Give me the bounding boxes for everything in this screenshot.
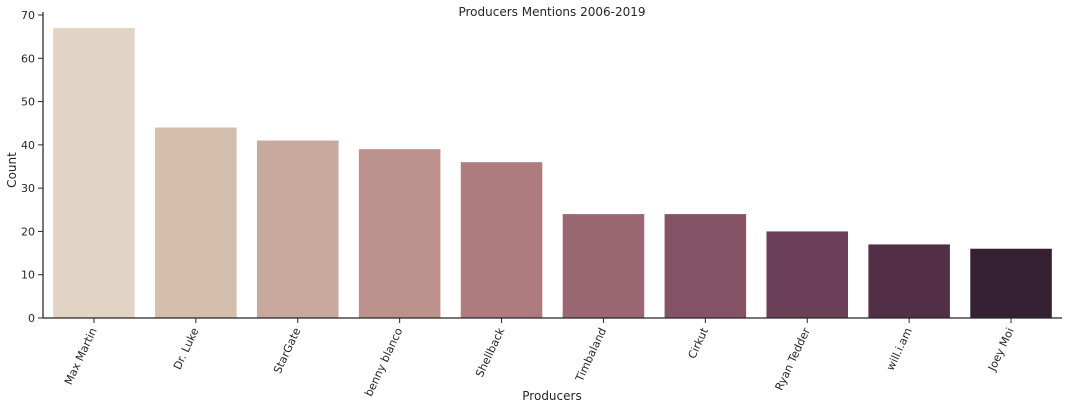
y-tick-label: 30	[21, 182, 35, 195]
y-tick-label: 20	[21, 225, 35, 238]
x-tick-label: StarGate	[271, 326, 304, 376]
x-tick-label: Joey Moi	[985, 326, 1017, 374]
x-axis: Max Martin Dr. Luke StarGate benny blanco Sh…	[43, 317, 1062, 399]
y-tick-label: 0	[28, 312, 35, 325]
x-tick-label: Max Martin	[62, 326, 100, 387]
x-tick-label: Cirkut	[686, 325, 712, 361]
x-tick-label: Timbaland	[573, 326, 610, 385]
bars-group	[53, 27, 1052, 319]
x-tick-label: benny blanco	[362, 326, 405, 399]
y-tick-label: 40	[21, 139, 35, 152]
bar-benny-blanco	[358, 149, 441, 318]
x-tick-label: Dr. Luke	[171, 326, 202, 372]
chart-title: Producers Mentions 2006-2019	[458, 5, 645, 19]
bar-timbaland	[562, 214, 645, 318]
bar-joey-moi	[970, 248, 1052, 318]
bar-cirkut	[664, 214, 747, 318]
y-tick-label: 70	[21, 9, 35, 22]
x-tick-label: Ryan Tedder	[773, 325, 814, 392]
bar-will-i-am	[868, 244, 950, 318]
x-tick-label: Shellback	[473, 325, 507, 379]
y-tick-label: 60	[21, 52, 35, 65]
bar-dr-luke	[155, 127, 237, 318]
bar-max-martin	[53, 27, 135, 319]
bar-shellback	[460, 162, 543, 318]
x-tick-label: will.i.am	[884, 326, 915, 373]
bar-ryan-tedder	[766, 231, 849, 318]
y-tick-label: 10	[21, 269, 35, 282]
y-tick-label: 50	[21, 96, 35, 109]
x-axis-label: Producers	[522, 389, 581, 403]
bar-stargate	[256, 140, 339, 318]
y-axis-label: Count	[5, 152, 19, 188]
y-axis: 0 10 20 30 40 50 60 70	[21, 9, 44, 325]
